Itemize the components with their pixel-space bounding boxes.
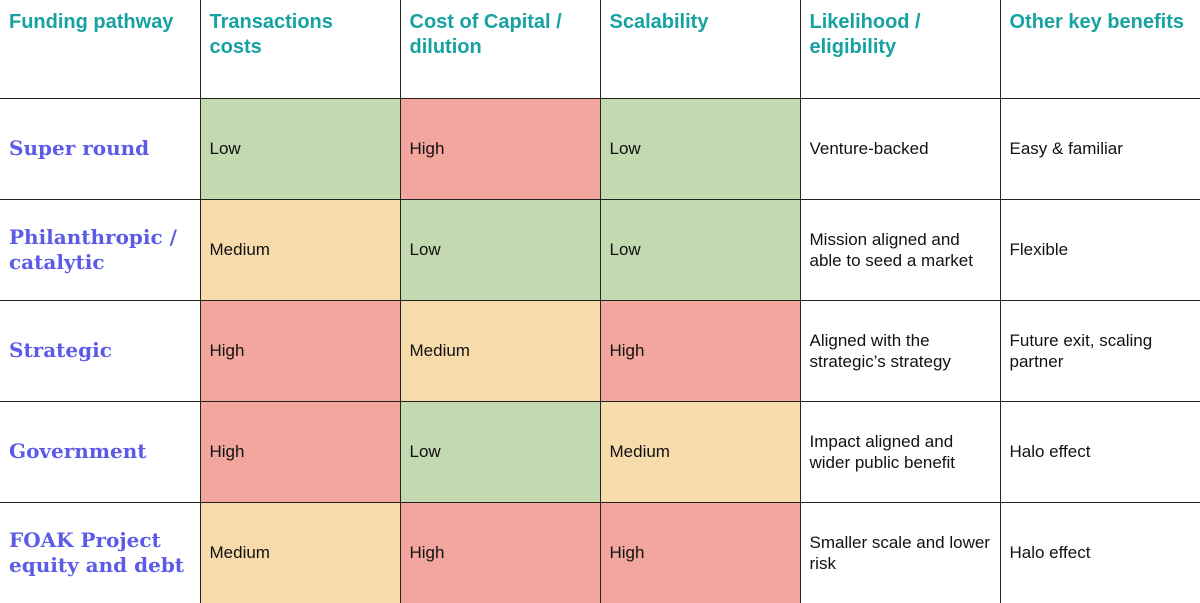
row-label-strategic: Strategic bbox=[0, 300, 200, 402]
likelihood-cell: Aligned with the strategic’s strategy bbox=[799, 300, 1000, 402]
cost-of-capital-cell: High bbox=[399, 98, 600, 200]
header-cost-of-capital: Cost of Capital / dilution bbox=[399, 0, 600, 99]
cost-of-capital-cell: Low bbox=[399, 199, 600, 301]
header-likelihood: Likelihood / eligibility bbox=[799, 0, 1000, 99]
likelihood-cell: Impact aligned and wider public benefit bbox=[799, 401, 1000, 503]
likelihood-cell: Mission aligned and able to seed a marke… bbox=[799, 199, 1000, 301]
row-label-super-round: Super round bbox=[0, 98, 200, 200]
row-label-philanthropic: Philanthropic / catalytic bbox=[0, 199, 200, 301]
scalability-cell: High bbox=[599, 300, 800, 402]
likelihood-cell: Venture-backed bbox=[799, 98, 1000, 200]
scalability-cell: High bbox=[599, 502, 800, 603]
header-other-benefits: Other key benefits bbox=[999, 0, 1200, 99]
cost-of-capital-cell: High bbox=[399, 502, 600, 603]
table-row: Super round Low High Low Venture-backed … bbox=[0, 98, 1200, 200]
table-row: FOAK Project equity and debt Medium High… bbox=[0, 502, 1200, 603]
header-funding-pathway: Funding pathway bbox=[0, 0, 200, 99]
scalability-cell: Low bbox=[599, 98, 800, 200]
benefits-cell: Flexible bbox=[999, 199, 1200, 301]
likelihood-cell: Smaller scale and lower risk bbox=[799, 502, 1000, 603]
scalability-cell: Low bbox=[599, 199, 800, 301]
transaction-costs-cell: High bbox=[199, 401, 400, 503]
table-row: Philanthropic / catalytic Medium Low Low… bbox=[0, 199, 1200, 301]
header-row: Funding pathway Transactions costs Cost … bbox=[0, 0, 1200, 99]
transaction-costs-cell: Medium bbox=[199, 502, 400, 603]
cost-of-capital-cell: Medium bbox=[399, 300, 600, 402]
benefits-cell: Halo effect bbox=[999, 401, 1200, 503]
cost-of-capital-cell: Low bbox=[399, 401, 600, 503]
row-label-government: Government bbox=[0, 401, 200, 503]
scalability-cell: Medium bbox=[599, 401, 800, 503]
header-scalability: Scalability bbox=[599, 0, 800, 99]
table-row: Strategic High Medium High Aligned with … bbox=[0, 300, 1200, 402]
transaction-costs-cell: High bbox=[199, 300, 400, 402]
benefits-cell: Halo effect bbox=[999, 502, 1200, 603]
row-label-foak-project: FOAK Project equity and debt bbox=[9, 527, 185, 577]
table-row: Government High Low Medium Impact aligne… bbox=[0, 401, 1200, 503]
header-transaction-costs: Transactions costs bbox=[199, 0, 400, 99]
transaction-costs-cell: Low bbox=[199, 98, 400, 200]
benefits-cell: Easy & familiar bbox=[999, 98, 1200, 200]
benefits-cell: Future exit, scaling partner bbox=[999, 300, 1200, 402]
transaction-costs-cell: Medium bbox=[199, 199, 400, 301]
